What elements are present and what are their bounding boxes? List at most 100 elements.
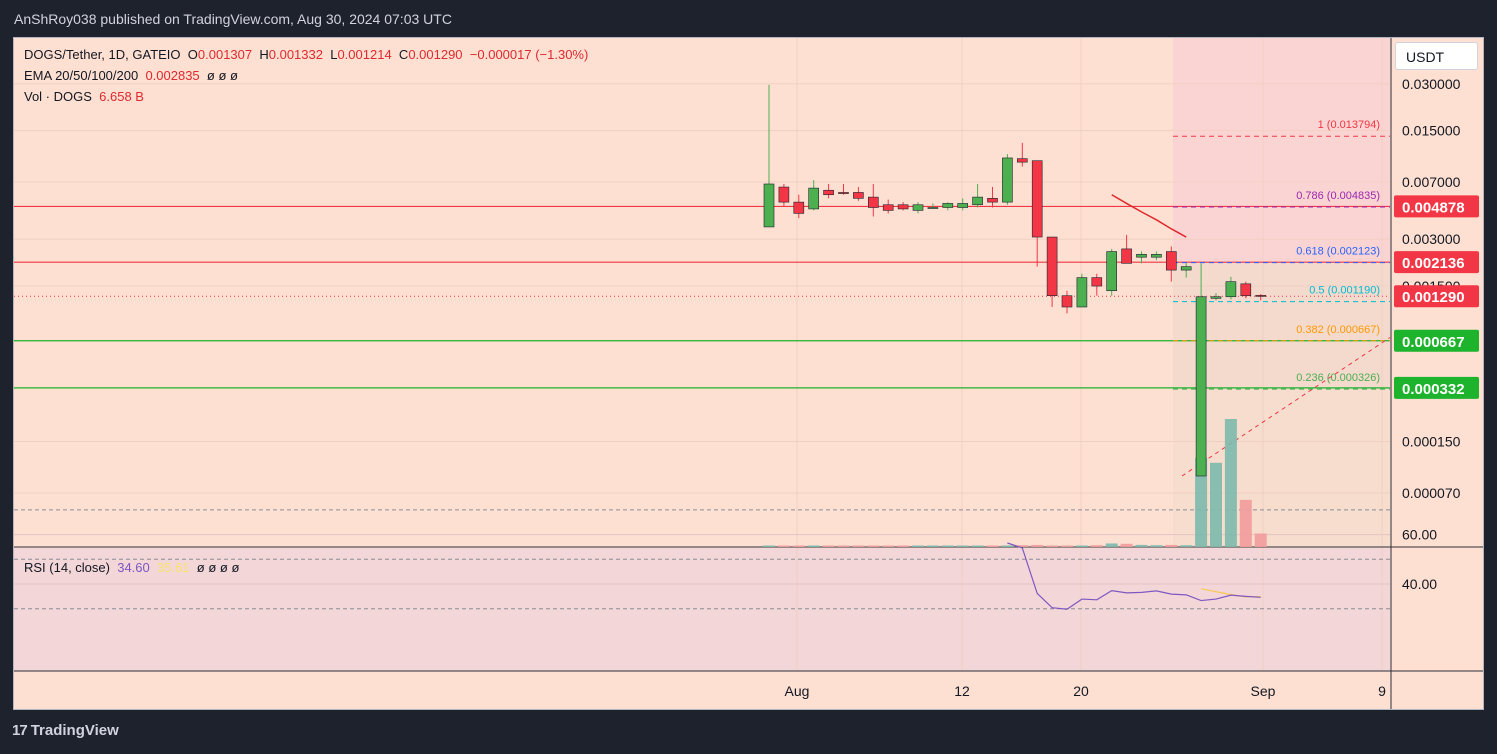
volume-bar: [1105, 543, 1118, 547]
price-badge-label: 0.000332: [1402, 381, 1465, 398]
volume-bar: [941, 545, 954, 547]
candle-body: [1002, 157, 1013, 203]
candle-body: [1255, 295, 1266, 297]
volume-bar: [1239, 499, 1252, 547]
volume-bar: [1120, 543, 1133, 547]
ema-legend[interactable]: EMA 20/50/100/200 0.002835 ø ø ø: [24, 68, 238, 83]
volume-bar: [852, 545, 865, 547]
price-tick-label: 0.003000: [1402, 231, 1461, 247]
candle-body: [808, 187, 820, 210]
close-value: 0.001290: [408, 47, 463, 62]
fib-trend-line: [1181, 337, 1391, 477]
tradingview-logo[interactable]: 17 TradingView: [12, 722, 119, 739]
volume-bar: [1180, 545, 1193, 547]
fib-label: 0.786 (0.004835): [1296, 190, 1380, 202]
volume-bar: [1150, 545, 1163, 547]
rsi-tick-label: 60.00: [1402, 527, 1437, 543]
volume-bar: [882, 545, 895, 547]
candle-body: [793, 201, 805, 214]
candle-body: [1136, 254, 1147, 258]
candle-body: [972, 196, 983, 206]
symbol-legend[interactable]: DOGS/Tether, 1D, GATEIO O0.001307 H0.001…: [24, 47, 588, 62]
candle-body: [1091, 277, 1103, 287]
chart-canvas[interactable]: 1 (0.013794) 0.786 (0.004835) 0.618 (0.002…: [14, 38, 1484, 710]
price-tick-label: 0.015000: [1402, 123, 1461, 139]
price-badge: [1394, 376, 1479, 399]
volume-bar: [867, 545, 880, 547]
volume-label[interactable]: Vol · DOGS: [24, 89, 92, 104]
volume-bar: [1210, 462, 1222, 547]
candle-body: [927, 207, 939, 209]
volume-bar: [1090, 545, 1103, 547]
price-tick-label: 0.000070: [1402, 485, 1461, 501]
volume-bar: [1046, 545, 1059, 547]
volume-bar: [1031, 544, 1044, 547]
time-tick-label: 20: [1073, 683, 1089, 699]
rsi-line: [1007, 542, 1261, 610]
close-label: C: [398, 47, 409, 62]
high-value: 0.001332: [268, 47, 323, 62]
volume-bar: [986, 545, 999, 547]
candle-body: [823, 189, 834, 196]
candle-body: [763, 183, 775, 228]
low-value: 0.001214: [337, 47, 392, 62]
rsi-label[interactable]: RSI (14, close): [24, 560, 110, 575]
price-badge: [1394, 329, 1479, 352]
low-label: L: [330, 47, 338, 62]
candle-body: [1016, 158, 1028, 163]
volume-value: 6.658 B: [99, 89, 144, 104]
publisher-line: AnShRoy038 published on TradingView.com,…: [14, 11, 452, 27]
candle-body: [1031, 160, 1043, 238]
rsi-legend[interactable]: RSI (14, close) 34.60 35.61 ø ø ø ø: [24, 560, 239, 575]
candle-body: [987, 198, 998, 203]
fib-label: 0.5 (0.001190): [1309, 285, 1380, 297]
fib-zone-lower: [1173, 389, 1390, 547]
candle-body: [957, 203, 969, 208]
time-tick-label: Aug: [785, 683, 810, 699]
fib-label: 0.618 (0.002123): [1296, 246, 1380, 258]
volume-bar: [837, 545, 850, 547]
volume-bar: [926, 545, 939, 547]
price-badge: [1394, 251, 1479, 274]
volume-bar: [792, 545, 805, 547]
volume-bar: [1224, 419, 1237, 547]
rsi-panel-bg: [14, 548, 1390, 671]
currency-button[interactable]: USDT: [1395, 42, 1478, 70]
chart-frame[interactable]: 1 (0.013794) 0.786 (0.004835) 0.618 (0.002…: [13, 37, 1484, 710]
time-tick-label: 9: [1378, 683, 1386, 699]
candle-body: [1225, 281, 1237, 298]
candle-body: [882, 204, 894, 211]
change-value: −0.000017 (−1.30%): [469, 47, 589, 62]
candle-body: [1076, 277, 1088, 308]
symbol-info[interactable]: DOGS/Tether, 1D, GATEIO: [24, 47, 181, 62]
volume-bar: [971, 545, 984, 547]
rsi-tick-label: 40.00: [1402, 576, 1437, 592]
candle-body: [1195, 296, 1207, 477]
volume-bar: [1254, 533, 1267, 547]
candle-body: [867, 196, 879, 208]
rsi-rest: ø ø ø ø: [196, 560, 240, 575]
volume-bar: [777, 545, 790, 547]
volume-bar: [1165, 544, 1178, 547]
ema-value: 0.002835: [145, 68, 200, 83]
volume-bar: [763, 545, 775, 547]
brand-text: TradingView: [30, 722, 119, 739]
ema-label[interactable]: EMA 20/50/100/200: [24, 68, 139, 83]
candle-body: [1151, 254, 1162, 258]
high-label: H: [259, 47, 269, 62]
volume-legend[interactable]: Vol · DOGS 6.658 B: [24, 89, 144, 104]
candle-body: [1061, 295, 1073, 308]
fib-label: 0.236 (0.000326): [1296, 372, 1380, 384]
candle-body: [897, 204, 909, 210]
ema-20-line: [1111, 194, 1187, 238]
volume-bar: [912, 545, 924, 547]
candle-body: [1180, 266, 1192, 271]
rsi-ma-value: 35.61: [157, 560, 190, 575]
price-badge-label: 0.004878: [1402, 199, 1465, 216]
volume-bar: [956, 545, 969, 547]
price-badge-label: 0.002136: [1402, 255, 1465, 272]
candle-body: [1166, 251, 1177, 271]
volume-bar: [1075, 545, 1088, 547]
fib-zone-upper: [1173, 38, 1390, 263]
open-value: 0.001307: [197, 47, 253, 62]
